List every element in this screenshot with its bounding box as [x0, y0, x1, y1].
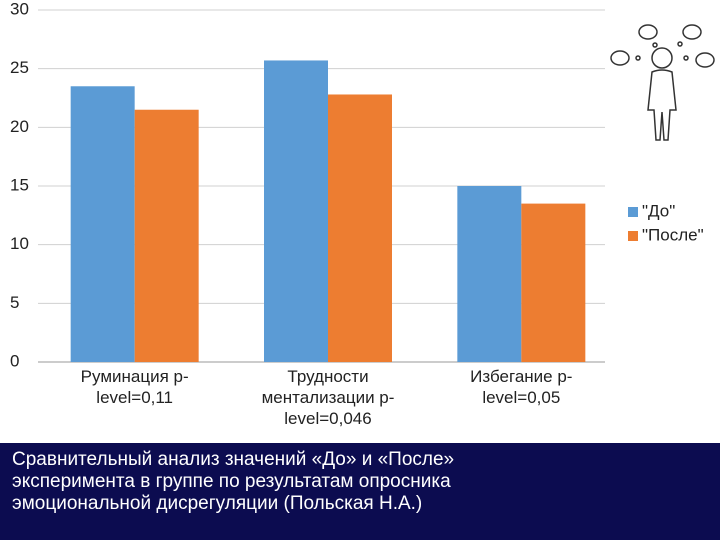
y-tick-label: 30 [10, 0, 29, 18]
y-tick-label: 25 [10, 58, 29, 77]
y-tick-label: 15 [10, 175, 29, 194]
caption-line: Сравнительный анализ значений «До» и «По… [12, 449, 455, 470]
caption-band: Сравнительный анализ значений «До» и «По… [0, 443, 720, 540]
legend-label: "До" [642, 201, 675, 220]
y-tick-label: 0 [10, 351, 19, 370]
legend-swatch [628, 231, 638, 241]
bar [328, 94, 392, 362]
y-tick-label: 5 [10, 293, 19, 312]
bar [134, 109, 199, 362]
legend-label: "После" [642, 225, 704, 244]
y-tick-label: 20 [10, 117, 29, 136]
legend-swatch [628, 207, 638, 217]
bar [264, 60, 328, 362]
bar [457, 186, 522, 362]
chart: 0 5 10 15 20 25 30 "До" "После" [10, 0, 715, 370]
x-tick-label: Избегание p-level=0,05 [470, 367, 573, 407]
thinking-icon [610, 24, 715, 141]
caption-line: эксперимента в группе по результатам опр… [12, 471, 451, 492]
bar [521, 203, 586, 362]
x-tick-label: Трудности ментализации p-level=0,046 [261, 367, 395, 428]
caption-line: эмоциональной дисрегуляции (Польская Н.А… [12, 493, 423, 514]
y-tick-label: 10 [10, 234, 29, 253]
bar [70, 86, 135, 363]
x-tick-label: Руминация p-level=0,11 [80, 367, 189, 407]
